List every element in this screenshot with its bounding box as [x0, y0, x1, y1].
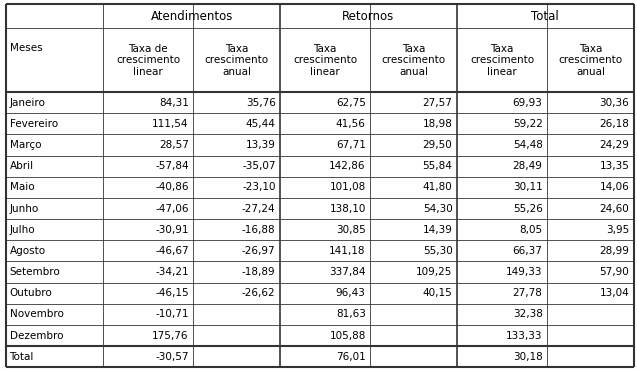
- Text: -46,15: -46,15: [155, 288, 189, 298]
- Text: 28,99: 28,99: [599, 246, 629, 256]
- Text: Novembro: Novembro: [10, 309, 64, 319]
- Text: 24,60: 24,60: [599, 204, 629, 213]
- Text: 30,36: 30,36: [599, 98, 629, 108]
- Text: 24,29: 24,29: [599, 140, 629, 150]
- Text: 54,30: 54,30: [423, 204, 452, 213]
- Text: 14,06: 14,06: [599, 182, 629, 192]
- Text: 30,18: 30,18: [513, 352, 543, 362]
- Text: 28,57: 28,57: [159, 140, 189, 150]
- Text: 55,26: 55,26: [513, 204, 543, 213]
- Text: -18,89: -18,89: [242, 267, 276, 277]
- Text: 13,39: 13,39: [246, 140, 276, 150]
- Text: 8,05: 8,05: [519, 225, 543, 235]
- Text: 69,93: 69,93: [513, 98, 543, 108]
- Text: 141,18: 141,18: [329, 246, 366, 256]
- Text: 26,18: 26,18: [599, 119, 629, 129]
- Text: Setembro: Setembro: [10, 267, 61, 277]
- Text: -35,07: -35,07: [242, 161, 276, 171]
- Text: 35,76: 35,76: [246, 98, 276, 108]
- Text: 29,50: 29,50: [423, 140, 452, 150]
- Text: 55,84: 55,84: [422, 161, 452, 171]
- Text: Total: Total: [10, 352, 34, 362]
- Text: 109,25: 109,25: [416, 267, 452, 277]
- Text: Taxa
crescimento
anual: Taxa crescimento anual: [204, 44, 269, 77]
- Text: -30,57: -30,57: [155, 352, 189, 362]
- Text: 142,86: 142,86: [329, 161, 366, 171]
- Text: 32,38: 32,38: [513, 309, 543, 319]
- Text: 105,88: 105,88: [329, 331, 366, 341]
- Text: -57,84: -57,84: [155, 161, 189, 171]
- Text: 84,31: 84,31: [159, 98, 189, 108]
- Text: 54,48: 54,48: [513, 140, 543, 150]
- Text: Abril: Abril: [10, 161, 34, 171]
- Text: Janeiro: Janeiro: [10, 98, 45, 108]
- Text: Taxa de
crescimento
linear: Taxa de crescimento linear: [116, 44, 180, 77]
- Text: 133,33: 133,33: [506, 331, 543, 341]
- Text: -46,67: -46,67: [155, 246, 189, 256]
- Text: 13,04: 13,04: [599, 288, 629, 298]
- Text: -47,06: -47,06: [155, 204, 189, 213]
- Text: Taxa
crescimento
linear: Taxa crescimento linear: [470, 44, 534, 77]
- Text: 62,75: 62,75: [336, 98, 366, 108]
- Text: 41,80: 41,80: [423, 182, 452, 192]
- Text: -27,24: -27,24: [242, 204, 276, 213]
- Text: 138,10: 138,10: [329, 204, 366, 213]
- Text: -26,62: -26,62: [242, 288, 276, 298]
- Text: Março: Março: [10, 140, 41, 150]
- Text: 18,98: 18,98: [422, 119, 452, 129]
- Text: Agosto: Agosto: [10, 246, 46, 256]
- Text: Outubro: Outubro: [10, 288, 52, 298]
- Text: Retornos: Retornos: [342, 10, 394, 23]
- Text: 101,08: 101,08: [329, 182, 366, 192]
- Text: 111,54: 111,54: [152, 119, 189, 129]
- Text: -26,97: -26,97: [242, 246, 276, 256]
- Text: 14,39: 14,39: [422, 225, 452, 235]
- Text: 30,11: 30,11: [513, 182, 543, 192]
- Text: 3,95: 3,95: [606, 225, 629, 235]
- Text: 45,44: 45,44: [246, 119, 276, 129]
- Text: 149,33: 149,33: [506, 267, 543, 277]
- Text: Total: Total: [531, 10, 559, 23]
- Text: Taxa
crescimento
anual: Taxa crescimento anual: [382, 44, 446, 77]
- Text: 27,57: 27,57: [422, 98, 452, 108]
- Text: 57,90: 57,90: [599, 267, 629, 277]
- Text: 41,56: 41,56: [336, 119, 366, 129]
- Text: Taxa
crescimento
linear: Taxa crescimento linear: [293, 44, 357, 77]
- Text: 175,76: 175,76: [152, 331, 189, 341]
- Text: Junho: Junho: [10, 204, 39, 213]
- Text: Taxa
crescimento
anual: Taxa crescimento anual: [559, 44, 622, 77]
- Text: 337,84: 337,84: [329, 267, 366, 277]
- Text: 30,85: 30,85: [336, 225, 366, 235]
- Text: 59,22: 59,22: [513, 119, 543, 129]
- Text: Atendimentos: Atendimentos: [150, 10, 233, 23]
- Text: -30,91: -30,91: [155, 225, 189, 235]
- Text: -23,10: -23,10: [242, 182, 276, 192]
- Text: 76,01: 76,01: [336, 352, 366, 362]
- Text: Maio: Maio: [10, 182, 34, 192]
- Text: 67,71: 67,71: [336, 140, 366, 150]
- Text: 40,15: 40,15: [423, 288, 452, 298]
- Text: Meses: Meses: [10, 43, 42, 53]
- Text: Fevereiro: Fevereiro: [10, 119, 58, 129]
- Text: -40,86: -40,86: [155, 182, 189, 192]
- Text: 27,78: 27,78: [513, 288, 543, 298]
- Text: Dezembro: Dezembro: [10, 331, 63, 341]
- Text: 28,49: 28,49: [513, 161, 543, 171]
- Text: -34,21: -34,21: [155, 267, 189, 277]
- Text: -16,88: -16,88: [242, 225, 276, 235]
- Text: 81,63: 81,63: [336, 309, 366, 319]
- Text: 96,43: 96,43: [336, 288, 366, 298]
- Text: 13,35: 13,35: [599, 161, 629, 171]
- Text: 55,30: 55,30: [423, 246, 452, 256]
- Text: -10,71: -10,71: [155, 309, 189, 319]
- Text: 66,37: 66,37: [513, 246, 543, 256]
- Text: Julho: Julho: [10, 225, 35, 235]
